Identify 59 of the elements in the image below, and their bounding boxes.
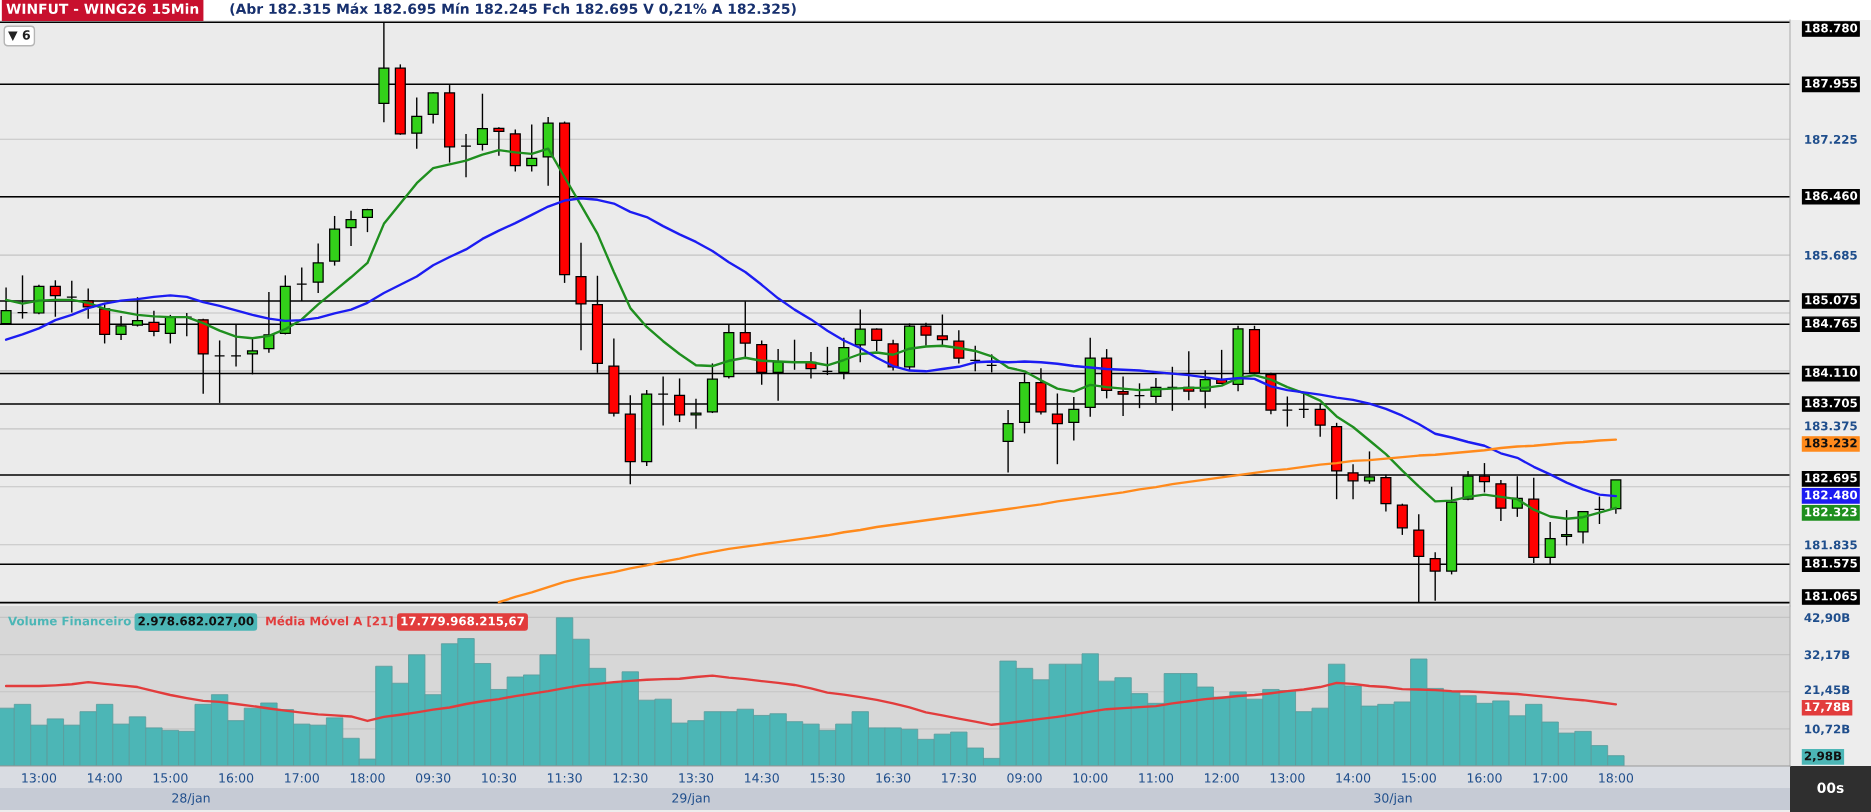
- y-tick-label: 32,17B: [1804, 650, 1850, 661]
- x-tick-label: 17:00: [285, 773, 319, 783]
- x-tick-label: 11:30: [547, 773, 582, 783]
- annotation: ▼ 6: [8, 30, 30, 41]
- y-tick-label: 187.225: [1805, 134, 1857, 144]
- y-tick-label: 2,98B: [1804, 751, 1842, 762]
- text: 29/jan: [672, 792, 710, 806]
- ref-line-label: 185.075: [1805, 295, 1857, 305]
- x-tick-label: 15:00: [153, 773, 188, 783]
- y-tick-label: 183.375: [1805, 421, 1857, 431]
- x-tick-label: 14:00: [88, 773, 122, 783]
- ref-line-label: 187.955: [1805, 78, 1857, 88]
- chart-title: WINFUT - WING26 15Min: [6, 3, 199, 15]
- ref-line-label: 184.765: [1805, 318, 1857, 328]
- ref-line-label: 186.460: [1805, 191, 1858, 201]
- y-tick-label: 183.232: [1805, 438, 1857, 448]
- x-tick-label: 16:00: [1467, 773, 1502, 783]
- y-tick-label: 181.835: [1805, 540, 1857, 550]
- x-tick-label: 13:00: [22, 773, 57, 783]
- x-tick-label: 09:00: [1007, 773, 1042, 783]
- text: 30/jan: [1374, 792, 1412, 806]
- x-tick-label: 18:00: [1599, 773, 1634, 783]
- y-tick-label: 182.323: [1805, 507, 1857, 517]
- x-tick-label: 16:30: [876, 773, 911, 783]
- text: 28/jan: [172, 792, 210, 806]
- y-tick-label: 182.695: [1805, 473, 1857, 483]
- ref-line-label: 184.110: [1805, 368, 1858, 377]
- x-tick-label: 15:30: [810, 773, 845, 783]
- x-tick-label: 10:30: [482, 773, 517, 783]
- annotation: 2.978.682.027,00: [138, 616, 254, 627]
- ref-line-label: 181.575: [1805, 558, 1857, 568]
- ref-line-label: 183.705: [1805, 398, 1857, 408]
- x-tick-label: 15:00: [1402, 773, 1436, 783]
- x-tick-label: 11:00: [1139, 773, 1174, 783]
- y-tick-label: 21,45B: [1804, 685, 1850, 696]
- y-tick-label: 185.685: [1805, 250, 1857, 260]
- x-tick-label: 12:30: [613, 773, 648, 783]
- x-tick-label: 14:30: [745, 773, 779, 783]
- x-tick-label: 16:00: [219, 773, 254, 783]
- x-tick-label: 12:00: [1205, 773, 1239, 783]
- x-tick-label: 17:00: [1533, 773, 1568, 783]
- annotation: 17.779.968.215,67: [401, 616, 524, 627]
- x-tick-label: 09:30: [415, 773, 451, 783]
- y-tick-label: 42,90B: [1804, 613, 1850, 624]
- x-tick-label: 10:00: [1073, 773, 1108, 783]
- text: Volume Financeiro: [8, 616, 131, 626]
- y-tick-label: 182.480: [1805, 490, 1858, 500]
- ref-line-label: 181.065: [1805, 591, 1857, 601]
- chart-subtitle: (Abr 182.315 Máx 182.695 Mín 182.245 Fch 182.695 V 0,21% A 182.325): [230, 2, 796, 16]
- x-tick-label: 18:00: [350, 773, 385, 783]
- x-tick-label: 13:30: [679, 773, 714, 783]
- x-tick-label: 13:00: [1270, 773, 1305, 783]
- text: Média Móvel A [21]: [266, 615, 393, 627]
- ref-line-label: 188.780: [1805, 23, 1858, 33]
- text: 00s: [1817, 782, 1844, 794]
- y-tick-label: 10,72B: [1805, 724, 1850, 736]
- x-tick-label: 17:30: [942, 773, 976, 783]
- y-tick-label: 17,78B: [1805, 702, 1850, 713]
- x-tick-label: 14:00: [1336, 773, 1371, 783]
